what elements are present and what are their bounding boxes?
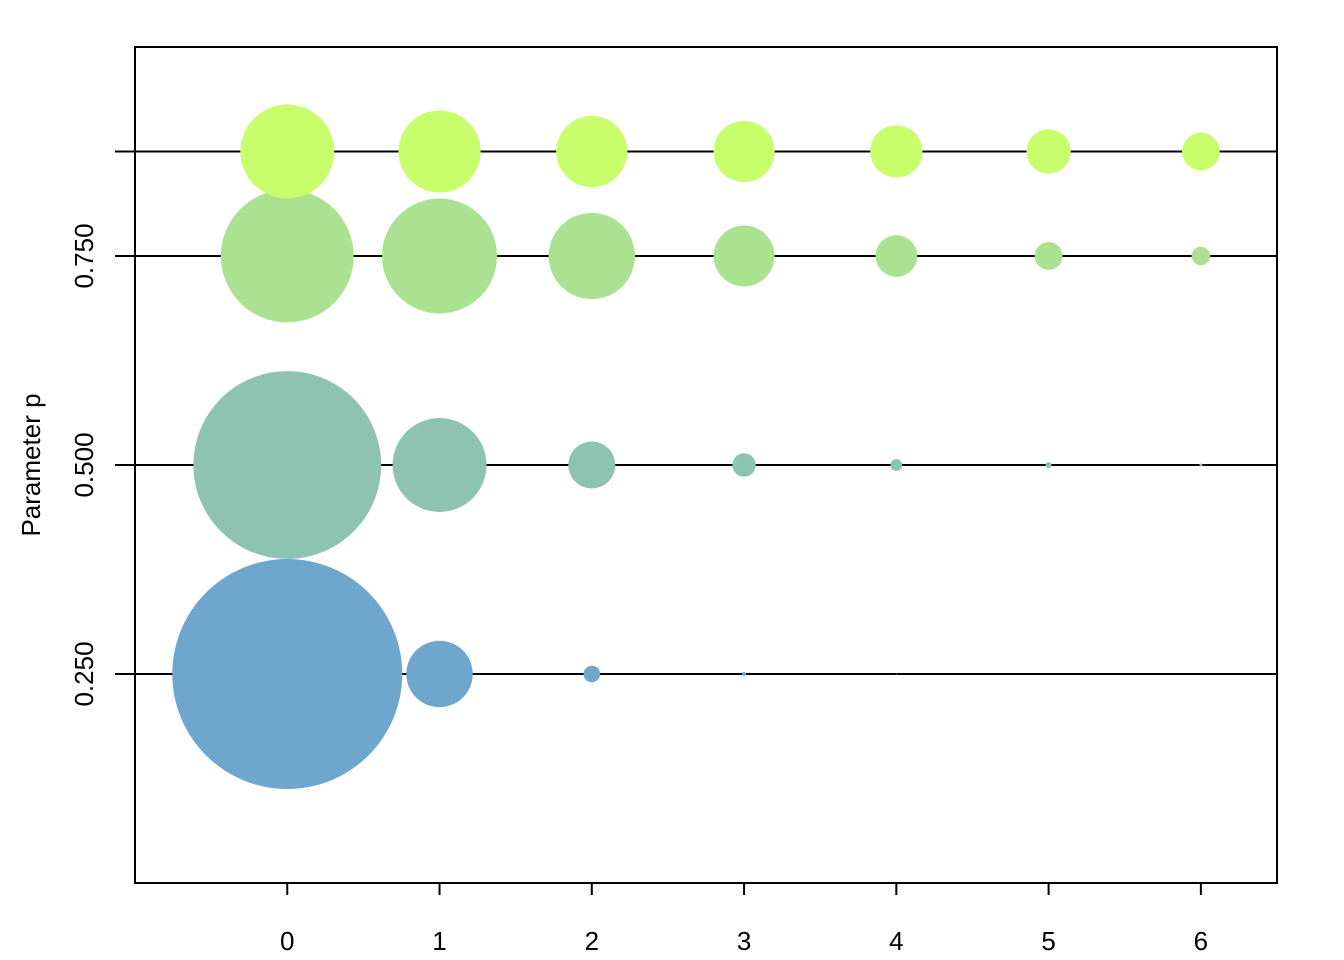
- bubble-2-3: [713, 225, 775, 287]
- bubble-1-2: [568, 441, 616, 489]
- bubble-1-3: [732, 453, 756, 477]
- x-tick-label: 6: [1194, 926, 1208, 956]
- bubble-2-6: [1191, 246, 1211, 266]
- bubble-2-1: [382, 198, 498, 314]
- x-axis: 0 1 2 3 4 5 6: [280, 883, 1208, 956]
- bubble-1-0: [193, 371, 382, 559]
- y-axis-title: Parameter p: [16, 393, 46, 536]
- bubble-1-1: [392, 418, 487, 512]
- bubble-0-1: [406, 640, 473, 708]
- bubble-3-0: [240, 104, 335, 199]
- x-tick-label: 5: [1041, 926, 1055, 956]
- bubble-0-2: [583, 665, 601, 683]
- bubble-3-5: [1026, 129, 1071, 174]
- bubble-1-4: [890, 459, 903, 471]
- bubble-1-5: [1045, 462, 1052, 468]
- y-tick-label: 0.500: [69, 432, 99, 497]
- bubble-0-3: [742, 671, 747, 677]
- bubble-2-5: [1034, 242, 1063, 270]
- y-axis: 0.250 0.500 0.750: [69, 223, 99, 706]
- bubble-2-4: [875, 235, 918, 277]
- x-tick-label: 2: [585, 926, 599, 956]
- bubble-1-6: [1199, 463, 1203, 467]
- bubbles: [172, 104, 1220, 789]
- bubble-3-2: [556, 115, 628, 188]
- x-tick-label: 3: [737, 926, 751, 956]
- y-tick-label: 0.750: [69, 223, 99, 288]
- bubble-3-6: [1182, 132, 1220, 171]
- x-tick-label: 0: [280, 926, 294, 956]
- bubble-3-1: [398, 110, 481, 193]
- bubble-3-3: [713, 120, 775, 183]
- bubble-2-0: [220, 189, 354, 323]
- bubble-3-4: [870, 125, 923, 178]
- bubble-2-2: [548, 212, 635, 300]
- x-tick-label: 4: [889, 926, 903, 956]
- x-tick-label: 1: [432, 926, 446, 956]
- bubble-0-0: [172, 559, 403, 789]
- bubble-0-4: [895, 673, 897, 675]
- y-tick-label: 0.250: [69, 641, 99, 706]
